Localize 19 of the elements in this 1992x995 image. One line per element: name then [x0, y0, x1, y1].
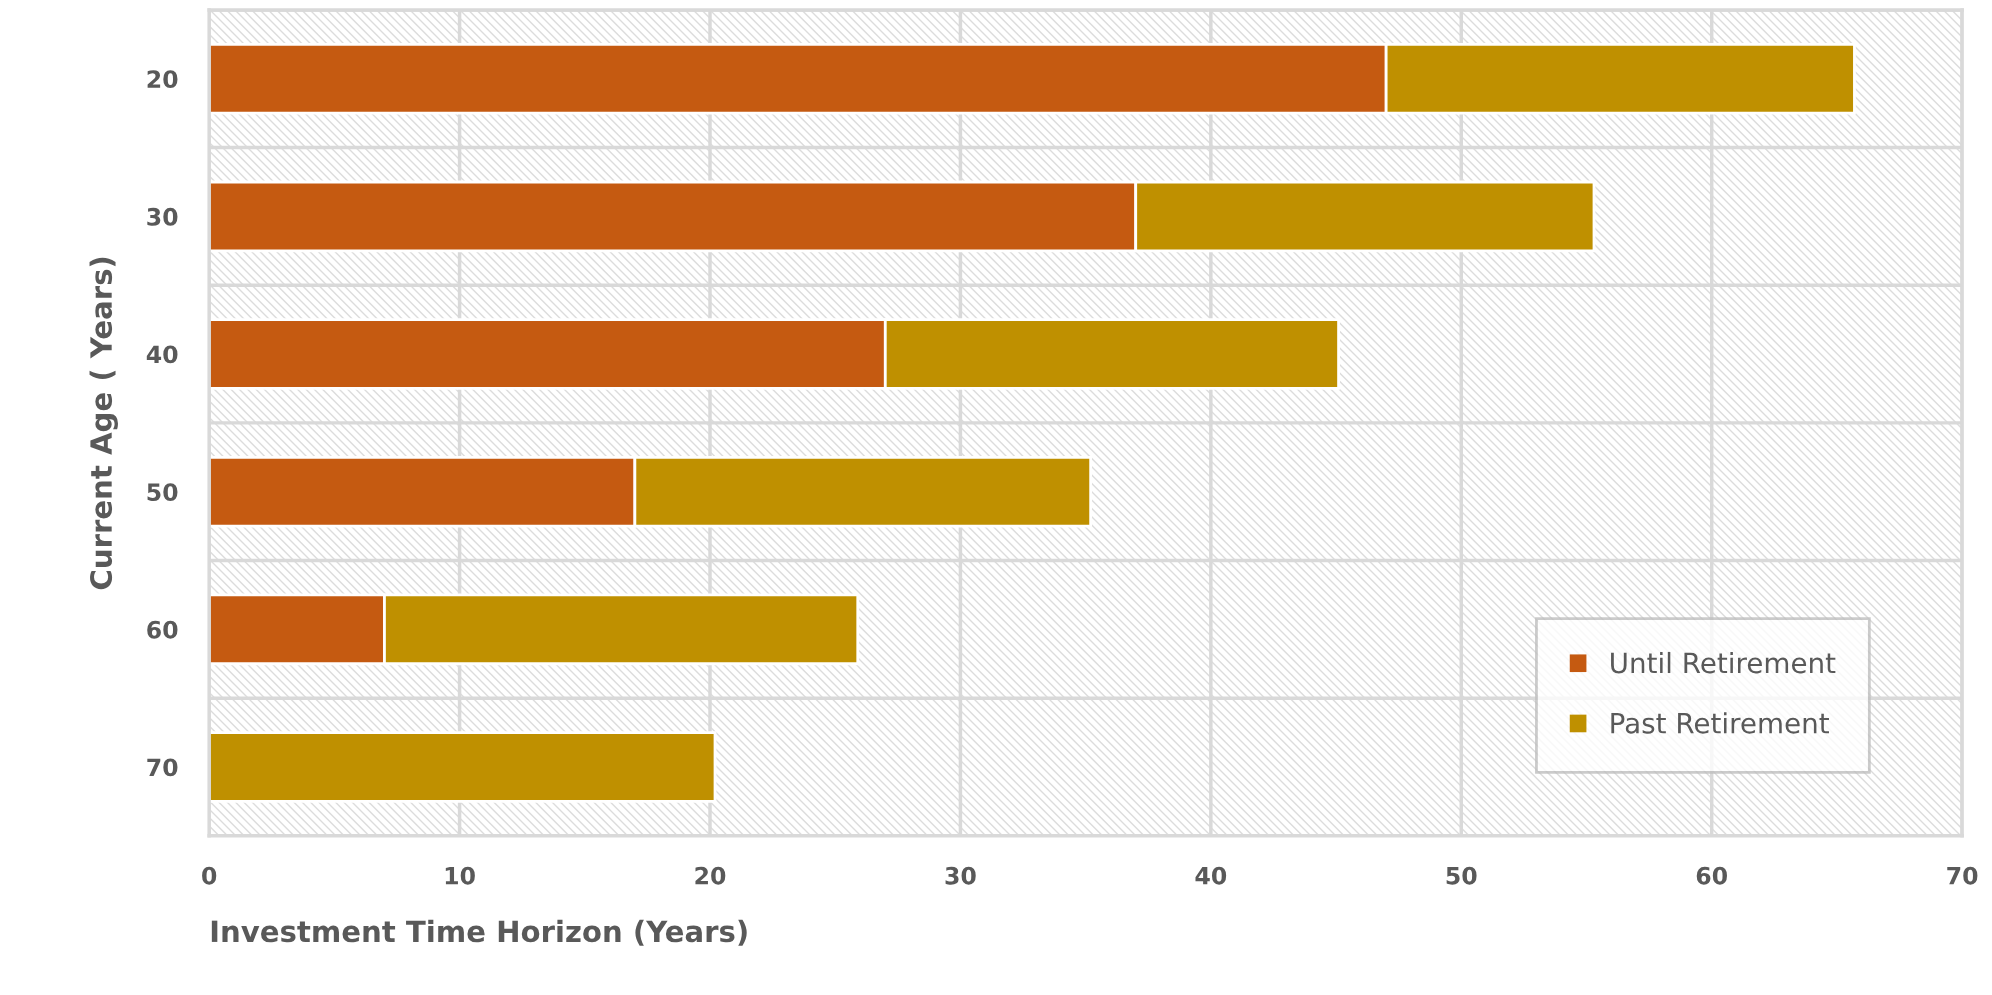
- x-tick-label: 60: [1696, 866, 1727, 885]
- x-tick-label: 40: [1195, 866, 1227, 885]
- y-tick-label: 50: [147, 483, 178, 501]
- y-axis-title: Current Age ( Years): [89, 257, 118, 590]
- y-tick-label: 70: [147, 758, 178, 777]
- x-tick-label: 10: [445, 866, 475, 885]
- x-tick-label: 0: [202, 866, 217, 885]
- y-tick-label: 30: [147, 207, 178, 226]
- x-tick-label: 70: [1947, 866, 1978, 885]
- y-tick-label: 40: [146, 345, 178, 364]
- bar: [209, 731, 717, 803]
- x-axis-title: Investment Time Horizon (Years): [211, 919, 747, 946]
- y-tick-label: 60: [147, 620, 178, 639]
- legend-label: Past Retirement: [1611, 712, 1829, 734]
- x-tick-label: 50: [1446, 866, 1477, 885]
- x-tick-label: 30: [945, 866, 976, 885]
- y-tick-label: 20: [147, 70, 178, 89]
- legend-label: Until Retirement: [1611, 651, 1836, 674]
- x-tick-label: 20: [695, 866, 726, 885]
